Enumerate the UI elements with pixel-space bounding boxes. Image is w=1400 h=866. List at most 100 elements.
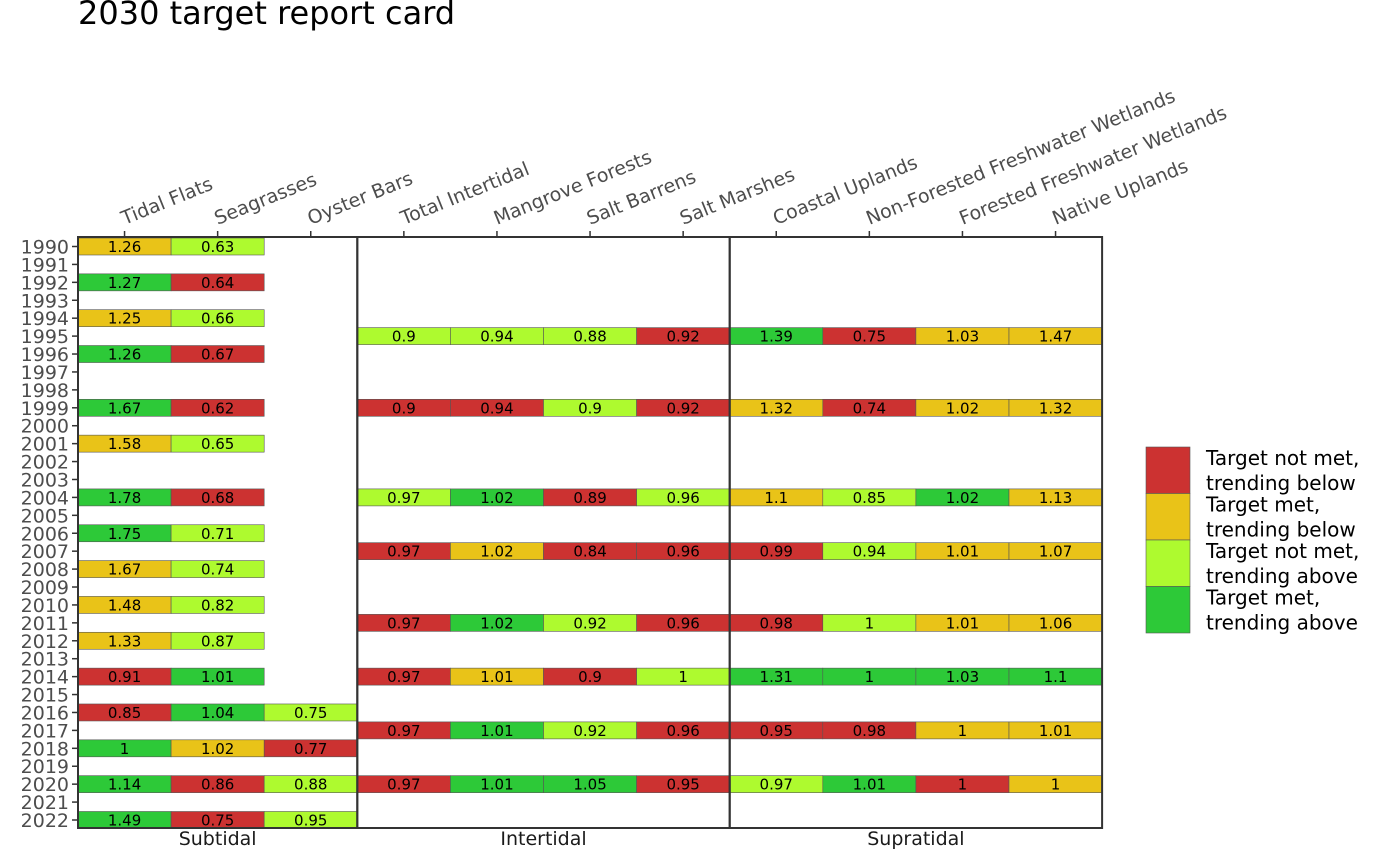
cell-1996-seagrasses (170, 345, 265, 363)
cell-label-2004-seagrasses: 0.68 (201, 489, 234, 507)
year-label-2021: 2021 (21, 792, 69, 814)
cell-label-2020-forested-freshwater-wetlands: 1 (958, 776, 968, 794)
legend-label-mb-line1: Target met, (1205, 493, 1320, 517)
cell-label-2004-salt-marshes: 0.96 (666, 489, 699, 507)
cell-label-2007-salt-marshes: 0.96 (666, 543, 699, 561)
cell-label-1995-salt-marshes: 0.92 (666, 328, 699, 346)
legend-key-mb (1145, 493, 1191, 541)
cell-label-2020-seagrasses: 0.86 (201, 776, 234, 794)
cell-label-1996-seagrasses: 0.67 (201, 346, 234, 364)
year-label-2012: 2012 (21, 631, 69, 653)
cell-label-2014-seagrasses: 1.01 (201, 668, 234, 686)
year-label-1990: 1990 (21, 237, 69, 259)
panel-label-supratidal: Supratidal (867, 828, 964, 850)
cell-label-2017-mangrove-forests: 1.01 (480, 722, 513, 740)
cell-label-2022-oyster-bars: 0.95 (294, 812, 327, 830)
cell-label-2018-oyster-bars: 0.77 (294, 740, 327, 758)
year-label-1994: 1994 (21, 308, 69, 330)
cell-label-2007-salt-barrens: 0.84 (573, 543, 606, 561)
cell-label-2022-seagrasses: 0.75 (201, 812, 234, 830)
chart-title: 2030 target report card (78, 0, 456, 32)
cell-2008-seagrasses (170, 560, 265, 578)
column-label-mangrove-forests: Mangrove Forests (491, 146, 655, 229)
cell-label-2007-coastal-uplands: 0.99 (760, 543, 793, 561)
cell-1999-seagrasses (170, 398, 265, 417)
cell-label-2010-tidal-flats: 1.48 (108, 596, 141, 614)
cell-label-1999-non-forested-freshwater-wetlands: 0.74 (853, 399, 886, 417)
year-label-1997: 1997 (21, 362, 69, 384)
cell-label-2004-mangrove-forests: 1.02 (480, 489, 513, 507)
year-label-1992: 1992 (21, 272, 69, 294)
cell-label-2018-tidal-flats: 1 (120, 740, 130, 758)
year-label-2022: 2022 (21, 810, 69, 832)
cell-label-2007-non-forested-freshwater-wetlands: 0.94 (853, 543, 886, 561)
year-label-2008: 2008 (21, 559, 69, 581)
column-label-seagrasses: Seagrasses (211, 169, 320, 230)
cell-label-2017-coastal-uplands: 0.95 (760, 722, 793, 740)
cell-label-2020-total-intertidal: 0.97 (387, 776, 420, 794)
cell-label-1999-mangrove-forests: 0.94 (480, 399, 513, 417)
cell-label-2016-tidal-flats: 0.85 (108, 704, 141, 722)
cell-label-1999-salt-barrens: 0.9 (578, 399, 602, 417)
cell-label-2020-tidal-flats: 1.14 (108, 776, 141, 794)
year-label-2006: 2006 (21, 523, 69, 545)
cell-label-2014-total-intertidal: 0.97 (387, 668, 420, 686)
cell-label-1994-tidal-flats: 1.25 (108, 310, 141, 328)
legend-key-ma (1145, 586, 1191, 634)
cell-label-2010-seagrasses: 0.82 (201, 596, 234, 614)
cell-2001-seagrasses (170, 434, 265, 453)
year-label-2009: 2009 (21, 577, 69, 599)
cell-1992-seagrasses (170, 273, 265, 292)
year-label-2010: 2010 (21, 595, 69, 617)
year-label-2000: 2000 (21, 416, 69, 438)
cell-label-2020-salt-barrens: 1.05 (573, 776, 606, 794)
cell-label-2006-seagrasses: 0.71 (201, 525, 234, 543)
cell-label-2014-coastal-uplands: 1.31 (760, 668, 793, 686)
cell-label-2014-tidal-flats: 0.91 (108, 668, 141, 686)
cell-label-1995-native-uplands: 1.47 (1039, 328, 1072, 346)
cell-label-2012-tidal-flats: 1.33 (108, 632, 141, 650)
cell-label-2001-tidal-flats: 1.58 (108, 435, 141, 453)
cell-label-2016-oyster-bars: 0.75 (294, 704, 327, 722)
cell-label-2008-seagrasses: 0.74 (201, 561, 234, 579)
cell-label-1999-total-intertidal: 0.9 (392, 399, 416, 417)
cell-label-2007-total-intertidal: 0.97 (387, 543, 420, 561)
column-label-tidal-flats: Tidal Flats (117, 173, 216, 230)
year-label-1998: 1998 (21, 380, 69, 402)
cell-label-1999-native-uplands: 1.32 (1039, 399, 1072, 417)
year-label-2007: 2007 (21, 541, 69, 563)
legend-label-nma-line2: trending above (1206, 564, 1358, 588)
cell-label-2020-native-uplands: 1 (1051, 776, 1061, 794)
cell-2012-seagrasses (170, 631, 265, 650)
cell-label-2017-native-uplands: 1.01 (1039, 722, 1072, 740)
legend-label-nma-line1: Target not met, (1205, 539, 1359, 563)
cell-label-2004-salt-barrens: 0.89 (573, 489, 606, 507)
cell-label-2011-total-intertidal: 0.97 (387, 614, 420, 632)
cell-label-2014-non-forested-freshwater-wetlands: 1 (865, 668, 875, 686)
cell-label-1996-tidal-flats: 1.26 (108, 346, 141, 364)
cell-label-2001-seagrasses: 0.65 (201, 435, 234, 453)
panel-label-subtidal: Subtidal (179, 828, 257, 850)
cell-label-2022-tidal-flats: 1.49 (108, 812, 141, 830)
cell-label-1992-seagrasses: 0.64 (201, 274, 234, 292)
cell-label-2004-forested-freshwater-wetlands: 1.02 (946, 489, 979, 507)
cell-label-2012-seagrasses: 0.87 (201, 632, 234, 650)
year-label-2011: 2011 (21, 613, 69, 635)
cell-label-1990-seagrasses: 0.63 (201, 238, 234, 256)
year-label-2020: 2020 (21, 774, 69, 796)
cell-label-2017-forested-freshwater-wetlands: 1 (958, 722, 968, 740)
cell-label-2014-mangrove-forests: 1.01 (480, 668, 513, 686)
cell-label-2011-non-forested-freshwater-wetlands: 1 (865, 614, 875, 632)
cell-2004-seagrasses (170, 488, 265, 507)
cell-label-1990-tidal-flats: 1.26 (108, 238, 141, 256)
cell-2014-seagrasses (170, 667, 265, 686)
cell-label-2011-forested-freshwater-wetlands: 1.01 (946, 614, 979, 632)
year-label-2015: 2015 (21, 685, 69, 707)
cell-label-2008-tidal-flats: 1.67 (108, 561, 141, 579)
year-label-2013: 2013 (21, 649, 69, 671)
cell-label-1999-forested-freshwater-wetlands: 1.02 (946, 399, 979, 417)
year-label-2016: 2016 (21, 702, 69, 724)
cell-label-2011-coastal-uplands: 0.98 (760, 614, 793, 632)
year-label-2001: 2001 (21, 434, 69, 456)
year-label-1993: 1993 (21, 290, 69, 312)
